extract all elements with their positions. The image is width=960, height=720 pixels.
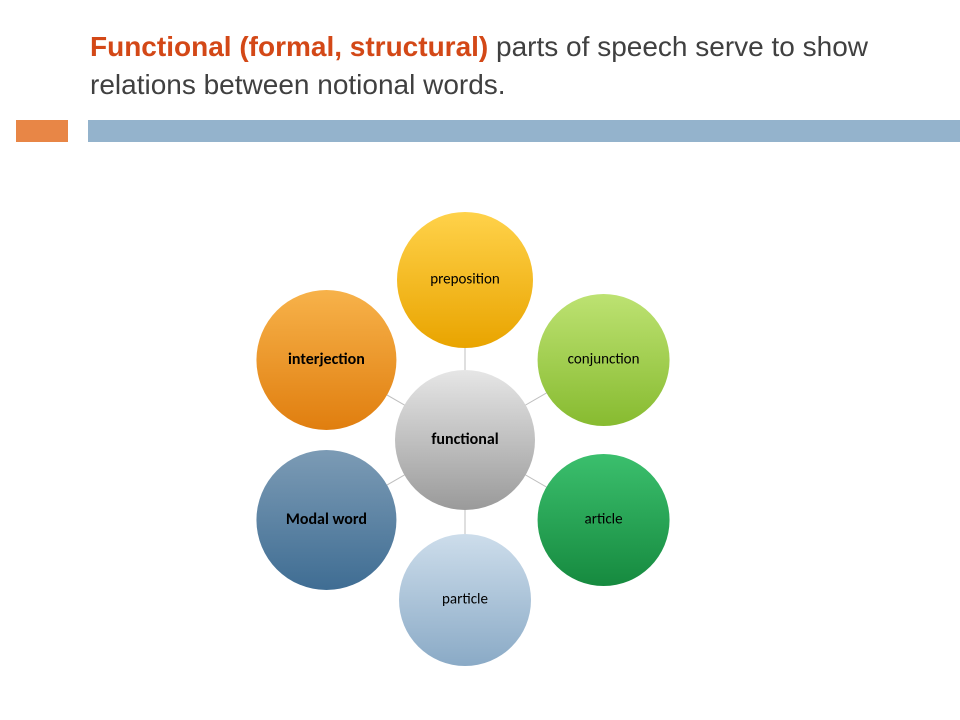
node-preposition-label: preposition bbox=[430, 271, 500, 289]
node-modal-word-label: Modal word bbox=[286, 510, 367, 529]
center-node-label: functional bbox=[431, 430, 498, 449]
node-conjunction-label: conjunction bbox=[568, 351, 640, 369]
node-particle-label: particle bbox=[442, 591, 488, 609]
radial-diagram: preposition conjunction article particle Mod… bbox=[0, 0, 960, 720]
node-interjection-label: interjection bbox=[288, 350, 365, 369]
node-article-label: article bbox=[585, 511, 623, 529]
